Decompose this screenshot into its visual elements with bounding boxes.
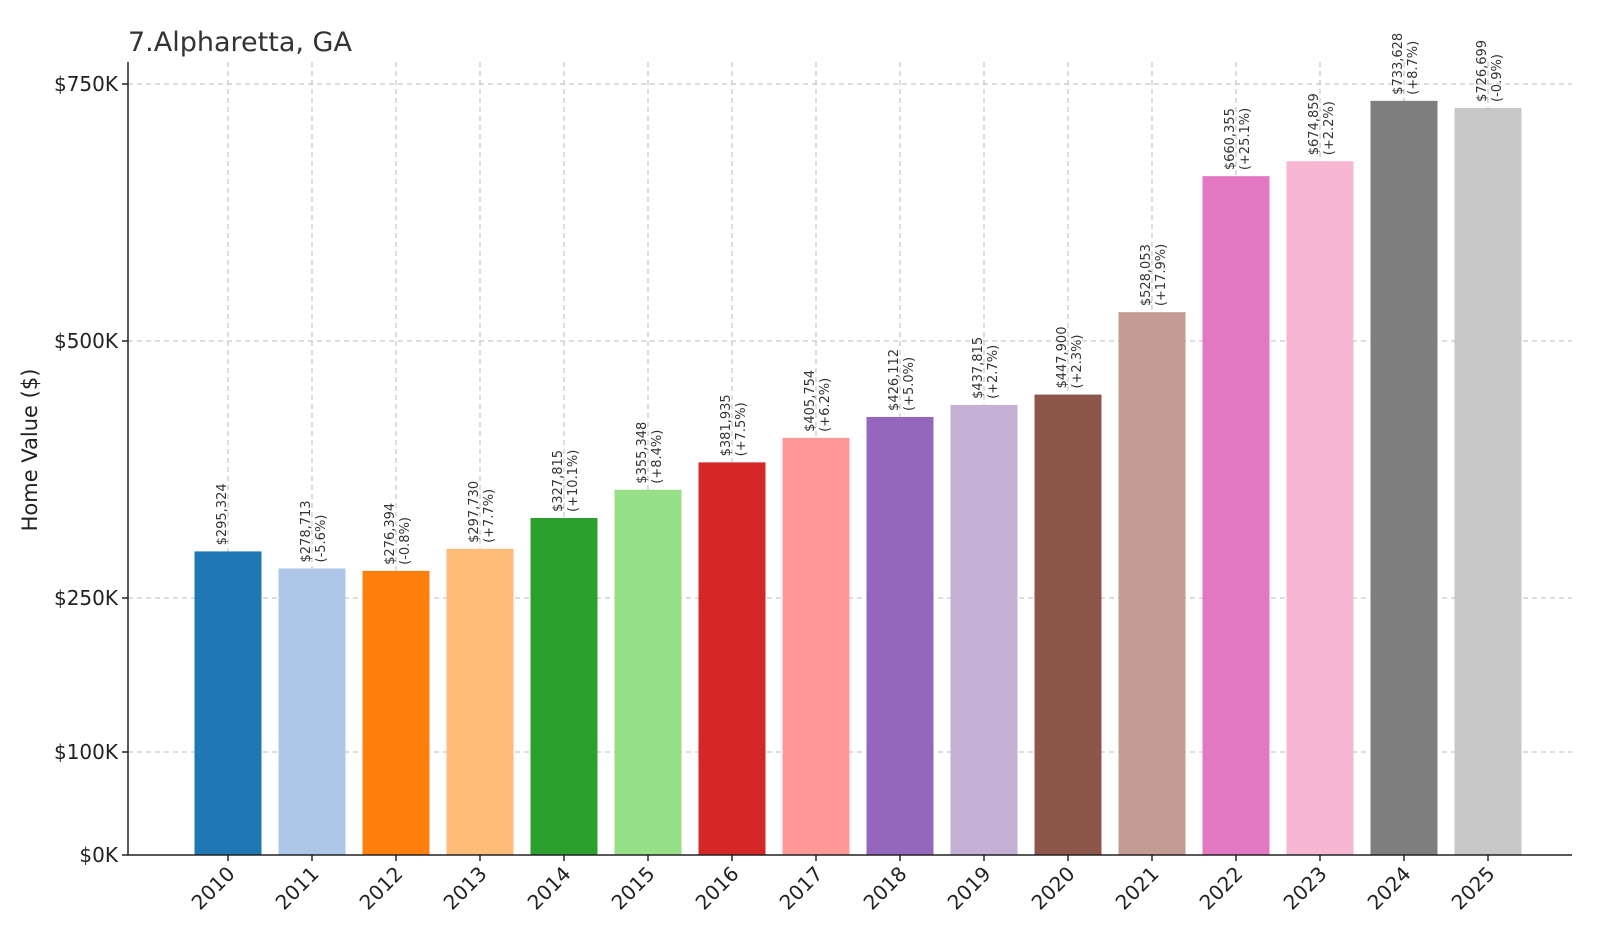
- bar-2017: [782, 437, 850, 855]
- value-label: $297,730: [467, 481, 482, 543]
- bar-2024: [1370, 100, 1438, 855]
- x-tick-label: 2025: [1447, 862, 1500, 915]
- y-axis-label: Home Value ($): [18, 369, 42, 532]
- x-tick-label: 2013: [439, 862, 492, 915]
- change-label: (+5.0%): [902, 357, 917, 411]
- x-tick-label: 2016: [691, 862, 744, 915]
- bar-2022: [1202, 176, 1270, 856]
- value-label: $660,355: [1223, 108, 1238, 170]
- value-label: $528,053: [1139, 244, 1154, 306]
- change-label: (+2.3%): [1070, 334, 1085, 388]
- value-label: $355,348: [635, 422, 650, 484]
- bar-2015: [614, 489, 682, 855]
- bar-2012: [362, 570, 430, 855]
- bar-2020: [1034, 394, 1102, 855]
- y-tick-label: $250K: [54, 586, 119, 610]
- bars: [194, 100, 1522, 856]
- x-tick-label: 2011: [271, 862, 324, 915]
- x-tick-label: 2021: [1111, 862, 1164, 915]
- value-label: $381,935: [719, 394, 734, 456]
- y-tick-label: $500K: [54, 329, 119, 353]
- x-tick-label: 2017: [775, 862, 828, 915]
- y-tick-label: $750K: [54, 72, 119, 96]
- bar-2025: [1454, 107, 1522, 855]
- change-label: (+10.1%): [566, 450, 581, 512]
- value-label: $674,859: [1307, 93, 1322, 155]
- change-label: (+8.7%): [1406, 41, 1421, 95]
- x-tick-label: 2020: [1027, 862, 1080, 915]
- bar-2014: [530, 518, 598, 855]
- value-label: $405,754: [803, 370, 818, 432]
- value-label: $276,394: [383, 503, 398, 565]
- chart-title: 7.Alpharetta, GA: [128, 27, 352, 58]
- change-label: (+7.7%): [482, 489, 497, 543]
- bar-2021: [1118, 312, 1186, 856]
- bar-2016: [698, 462, 766, 855]
- value-label: $447,900: [1055, 327, 1070, 389]
- x-tick-label: 2010: [187, 862, 240, 915]
- bar-2019: [950, 404, 1018, 855]
- bar-2011: [278, 568, 346, 855]
- value-label: $278,713: [299, 500, 314, 562]
- change-label: (-0.8%): [398, 517, 413, 565]
- change-label: (+7.5%): [734, 402, 749, 456]
- change-label: (-5.6%): [314, 515, 329, 563]
- value-label: $295,324: [215, 483, 230, 545]
- x-tick-label: 2023: [1279, 862, 1332, 915]
- y-tick-label: $0K: [79, 843, 118, 867]
- value-label: $426,112: [887, 349, 902, 411]
- y-tick-label: $100K: [54, 740, 119, 764]
- x-tick-label: 2015: [607, 862, 660, 915]
- value-label: $726,699: [1475, 40, 1490, 102]
- value-label: $437,815: [971, 337, 986, 399]
- change-label: (+6.2%): [818, 378, 833, 432]
- bar-2013: [446, 548, 514, 855]
- value-label: $327,815: [551, 450, 566, 512]
- change-label: (-0.9%): [1490, 54, 1505, 102]
- change-label: (+17.9%): [1154, 244, 1169, 306]
- x-tick-label: 2018: [859, 862, 912, 915]
- x-tick-label: 2012: [355, 862, 408, 915]
- change-label: (+2.2%): [1322, 101, 1337, 155]
- change-label: (+25.1%): [1238, 108, 1253, 170]
- x-tick-label: 2019: [943, 862, 996, 915]
- x-tick-label: 2022: [1195, 862, 1248, 915]
- x-tick-label: 2014: [523, 862, 576, 915]
- data-labels: $295,324 $278,713 (-5.6%) $276,394 (-0.8%) $2…: [215, 33, 1505, 565]
- change-label: (+2.7%): [986, 345, 1001, 399]
- bar-2023: [1286, 161, 1354, 856]
- change-label: (+8.4%): [650, 430, 665, 484]
- value-label: $733,628: [1391, 33, 1406, 95]
- x-tick-label: 2024: [1363, 862, 1416, 915]
- bar-2010: [194, 551, 262, 855]
- bar-2018: [866, 416, 934, 855]
